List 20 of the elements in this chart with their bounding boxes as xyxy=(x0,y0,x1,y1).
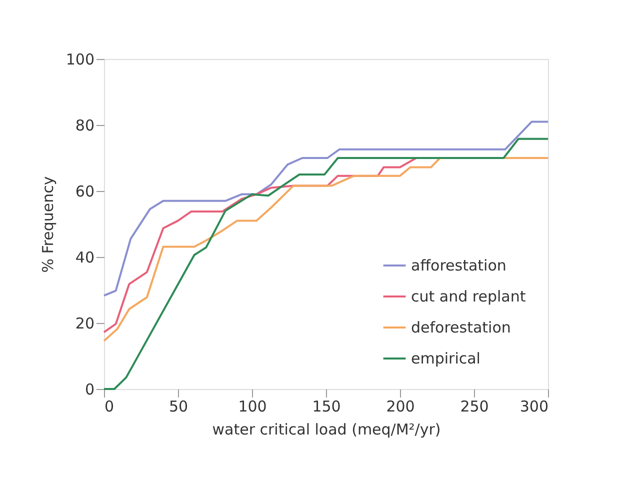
y-tick-label: 0 xyxy=(84,380,94,398)
legend-label: deforestation xyxy=(411,318,511,336)
legend-label: afforestation xyxy=(411,256,506,274)
x-tick-label: 200 xyxy=(386,398,415,416)
x-tick-label: 300 xyxy=(520,398,548,416)
x-tick-label: 50 xyxy=(168,398,188,416)
y-tick-label: 40 xyxy=(75,248,94,266)
legend-label: cut and replant xyxy=(411,288,526,306)
y-tick-label: 80 xyxy=(75,116,94,134)
line-series xyxy=(103,138,549,390)
x-axis-title: water critical load (meq/M²/yr) xyxy=(212,420,441,438)
y-tick-label: 100 xyxy=(66,50,94,68)
y-axis-title: % Frequency xyxy=(38,176,57,273)
x-tick-label: 250 xyxy=(460,398,489,416)
x-tick-label: 0 xyxy=(104,398,114,416)
y-tick-label: 20 xyxy=(75,314,94,332)
x-tick-label: 150 xyxy=(312,398,341,416)
legend-label: empirical xyxy=(411,350,480,368)
y-tick-label: 60 xyxy=(75,182,94,200)
x-tick-label: 100 xyxy=(238,398,267,416)
